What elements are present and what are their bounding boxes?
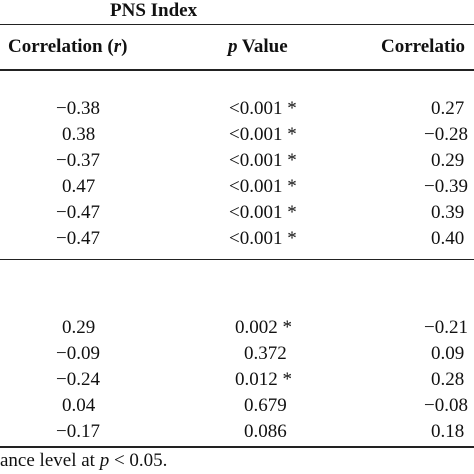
cell-correlation: −0.17 (56, 421, 100, 442)
cell-correlation-2: 0.18 (431, 421, 465, 442)
cell-p-value: <0.001 * (229, 150, 297, 171)
cell-correlation: −0.47 (56, 202, 100, 223)
cell-correlation-2: 0.09 (431, 343, 465, 364)
footnote-suffix: < 0.05. (109, 450, 168, 471)
cell-correlation: −0.38 (56, 98, 100, 119)
cell-p-value: <0.001 * (229, 98, 297, 119)
footnote: ance level at p < 0.05. (0, 450, 167, 472)
bottom-rule (0, 446, 474, 448)
header-rule (0, 69, 474, 71)
cell-correlation: 0.29 (62, 317, 96, 338)
column-header-correlation-var: r (113, 36, 122, 57)
cell-correlation: −0.09 (56, 343, 100, 364)
cell-correlation: −0.47 (56, 228, 100, 249)
cell-p-value: 0.372 (244, 343, 287, 364)
cell-correlation: 0.04 (62, 395, 96, 416)
cell-correlation: 0.38 (62, 124, 96, 145)
cell-correlation-2: −0.39 (424, 176, 468, 197)
cell-p-value: <0.001 * (229, 176, 297, 197)
section-rule (0, 259, 474, 260)
cell-correlation-2: 0.28 (431, 369, 465, 390)
column-header-p-value: p Value (228, 36, 288, 58)
cell-p-value: <0.001 * (229, 228, 297, 249)
cell-correlation-2: 0.39 (431, 202, 465, 223)
cell-p-value: 0.679 (244, 395, 287, 416)
cell-correlation-2: 0.29 (431, 150, 465, 171)
cell-correlation-2: 0.40 (431, 228, 465, 249)
top-rule-group (0, 24, 474, 25)
cell-correlation: −0.24 (56, 369, 100, 390)
cell-correlation-2: −0.21 (424, 317, 468, 338)
cell-correlation-2: −0.28 (424, 124, 468, 145)
column-header-p-var: p (228, 36, 238, 57)
group-header: PNS Index (110, 0, 198, 21)
cell-correlation: −0.37 (56, 150, 100, 171)
footnote-var: p (99, 450, 110, 471)
column-header-correlation: Correlation (r) (8, 36, 127, 58)
column-header-correlation-2: Correlatio (381, 36, 465, 58)
cell-p-value: <0.001 * (229, 124, 297, 145)
column-header-p-suffix: Value (237, 36, 288, 57)
cell-p-value: 0.002 * (235, 317, 292, 338)
cell-p-value: <0.001 * (229, 202, 297, 223)
cell-p-value: 0.086 (244, 421, 287, 442)
column-header-correlation-suffix: ) (121, 36, 128, 57)
cell-correlation: 0.47 (62, 176, 96, 197)
footnote-prefix: ance level at (0, 450, 100, 471)
cell-correlation-2: −0.08 (424, 395, 468, 416)
cell-p-value: 0.012 * (235, 369, 292, 390)
cell-correlation-2: 0.27 (431, 98, 465, 119)
column-header-correlation-prefix: Correlation ( (8, 36, 114, 57)
column-header-correlation-2-text: Correlatio (381, 36, 466, 57)
